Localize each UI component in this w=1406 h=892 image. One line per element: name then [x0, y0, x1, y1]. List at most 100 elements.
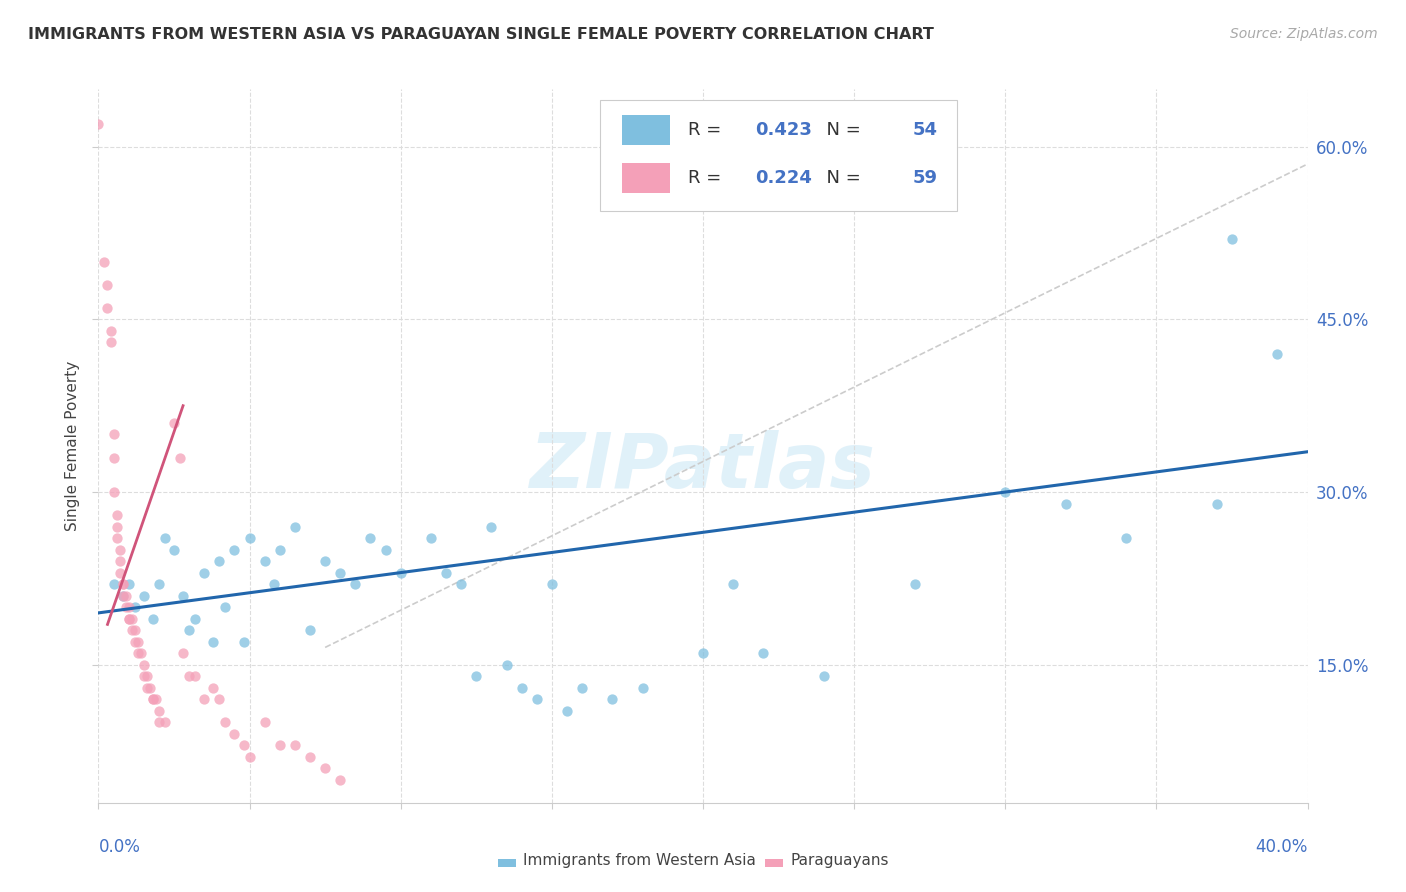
Point [96, 277, 118, 292]
Point [723, 577, 745, 591]
Text: R =: R = [689, 169, 727, 187]
Point [172, 646, 194, 660]
Point [132, 657, 155, 672]
Point [314, 761, 336, 775]
Point [148, 704, 170, 718]
Point [314, 554, 336, 568]
Point [208, 692, 231, 706]
Point [1206, 497, 1229, 511]
Point [145, 692, 167, 706]
Point [108, 542, 131, 557]
Point [121, 623, 143, 637]
Point [114, 600, 136, 615]
Point [103, 427, 125, 442]
Point [135, 681, 157, 695]
Point [269, 542, 291, 557]
Point [1054, 497, 1077, 511]
Point [132, 669, 155, 683]
Point [420, 531, 443, 545]
Point [202, 634, 225, 648]
Point [100, 324, 122, 338]
Point [232, 634, 254, 648]
Point [495, 657, 517, 672]
Point [450, 577, 472, 591]
Point [148, 577, 170, 591]
Point [232, 738, 254, 752]
Text: N =: N = [815, 121, 868, 139]
Point [631, 681, 654, 695]
Point [374, 542, 396, 557]
Point [224, 542, 246, 557]
Point [114, 589, 136, 603]
Text: IMMIGRANTS FROM WESTERN ASIA VS PARAGUAYAN SINGLE FEMALE POVERTY CORRELATION CHA: IMMIGRANTS FROM WESTERN ASIA VS PARAGUAY… [28, 27, 934, 42]
Point [214, 600, 236, 615]
Point [132, 589, 155, 603]
Point [1220, 232, 1243, 246]
Point [96, 301, 118, 315]
Point [142, 692, 165, 706]
Point [510, 681, 533, 695]
Point [253, 554, 276, 568]
Point [148, 715, 170, 730]
Point [284, 519, 307, 533]
Point [103, 450, 125, 465]
Text: Immigrants from Western Asia: Immigrants from Western Asia [523, 854, 756, 868]
Point [129, 646, 152, 660]
Point [111, 577, 134, 591]
Point [434, 566, 457, 580]
Point [329, 566, 352, 580]
Point [329, 772, 352, 787]
Point [202, 681, 225, 695]
Point [555, 704, 578, 718]
Point [139, 681, 162, 695]
Point [118, 612, 141, 626]
Point [118, 600, 141, 615]
Point [103, 485, 125, 500]
Point [124, 623, 146, 637]
Point [103, 577, 125, 591]
Point [813, 669, 835, 683]
Point [994, 485, 1017, 500]
Point [344, 577, 367, 591]
Point [124, 634, 146, 648]
Point [179, 669, 201, 683]
Point [692, 646, 714, 660]
Point [127, 634, 149, 648]
Point [208, 554, 231, 568]
Point [153, 531, 176, 545]
Text: Source: ZipAtlas.com: Source: ZipAtlas.com [1230, 27, 1378, 41]
Point [214, 715, 236, 730]
Point [142, 612, 165, 626]
Point [904, 577, 927, 591]
Point [100, 335, 122, 350]
Text: 0.423: 0.423 [755, 121, 811, 139]
Bar [621, 163, 671, 194]
Point [193, 566, 215, 580]
Point [224, 727, 246, 741]
Point [118, 577, 141, 591]
Text: 40.0%: 40.0% [1256, 838, 1308, 856]
Point [269, 738, 291, 752]
Point [239, 749, 262, 764]
Point [184, 612, 207, 626]
Text: 0.224: 0.224 [755, 169, 811, 187]
Point [135, 669, 157, 683]
Text: R =: R = [689, 121, 727, 139]
Point [124, 600, 146, 615]
Point [184, 669, 207, 683]
Point [118, 612, 141, 626]
Text: 54: 54 [912, 121, 938, 139]
Point [169, 450, 191, 465]
Point [1267, 347, 1289, 361]
Point [93, 255, 115, 269]
Bar [600, 100, 957, 211]
Point [105, 519, 128, 533]
Point [360, 531, 382, 545]
Point [108, 566, 131, 580]
Point [299, 749, 322, 764]
Point [465, 669, 488, 683]
Text: N =: N = [815, 169, 868, 187]
Point [571, 681, 593, 695]
Point [540, 577, 562, 591]
Point [87, 117, 110, 131]
